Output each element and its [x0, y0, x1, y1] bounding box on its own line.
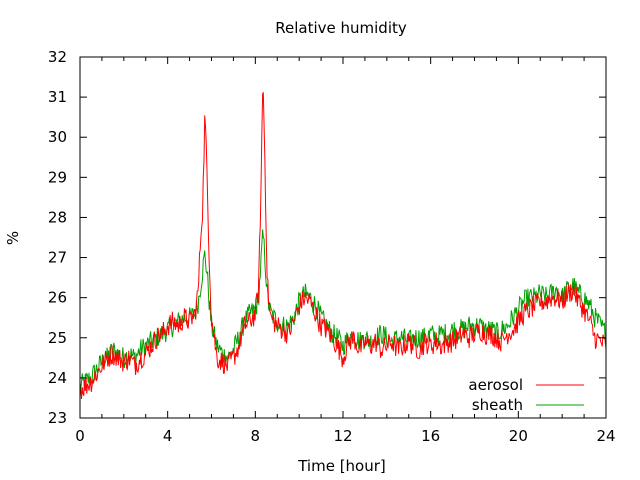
x-tick-label: 20 — [509, 427, 528, 445]
y-tick-label: 27 — [48, 249, 67, 267]
y-tick-label: 24 — [48, 369, 67, 387]
legend: aerosol sheath — [468, 376, 584, 414]
axis-ticks: 0 4 8 12 16 20 24 23 24 25 26 27 28 29 30 31 32 — [48, 48, 616, 445]
y-tick-label: 26 — [48, 289, 67, 307]
y-tick-label: 29 — [48, 168, 67, 186]
x-tick-label: 16 — [421, 427, 440, 445]
legend-label-sheath: sheath — [472, 396, 523, 414]
plot-frame — [79, 56, 607, 419]
x-tick-label: 4 — [163, 427, 173, 445]
x-tick-label: 0 — [75, 427, 85, 445]
y-tick-label: 31 — [48, 88, 67, 106]
series-layer — [79, 92, 607, 400]
x-tick-label: 12 — [333, 427, 352, 445]
y-axis-label: % — [4, 231, 22, 245]
x-tick-label: 8 — [251, 427, 261, 445]
chart-title: Relative humidity — [275, 19, 407, 37]
x-tick-label: 24 — [596, 427, 615, 445]
y-tick-label: 32 — [48, 48, 67, 66]
legend-label-aerosol: aerosol — [468, 376, 523, 394]
series-line-sheath — [79, 229, 607, 390]
y-tick-label: 28 — [48, 208, 67, 226]
x-axis-label: Time [hour] — [297, 457, 386, 475]
y-tick-label: 23 — [48, 409, 67, 427]
y-tick-label: 25 — [48, 329, 67, 347]
series-line-aerosol — [79, 92, 607, 400]
y-tick-label: 30 — [48, 128, 67, 146]
